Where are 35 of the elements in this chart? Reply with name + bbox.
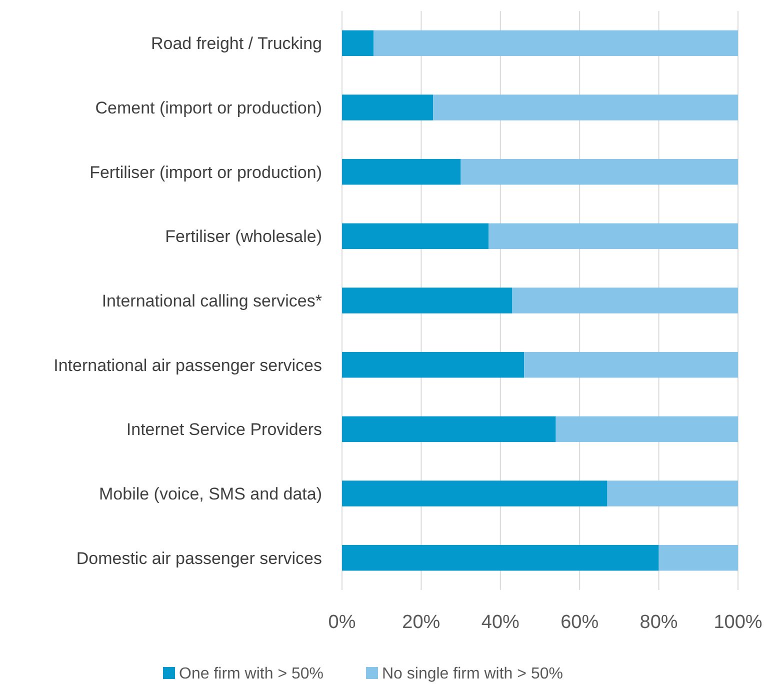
- legend-label: One firm with > 50%: [179, 666, 324, 683]
- y-tick-label: Internet Service Providers: [126, 420, 322, 440]
- bar: [342, 223, 489, 250]
- bar: [524, 352, 738, 378]
- bar: [342, 94, 434, 120]
- bar: [342, 416, 556, 442]
- x-tick-label: 80%: [640, 612, 678, 633]
- y-tick-label: International calling services*: [102, 291, 322, 310]
- bar: [607, 480, 738, 506]
- bar: [488, 223, 738, 250]
- bar: [342, 352, 524, 378]
- x-tick-label: 60%: [560, 612, 599, 633]
- bar: [556, 416, 738, 442]
- y-tick-label: Road freight / Trucking: [150, 34, 322, 54]
- bar: [342, 158, 461, 185]
- x-tick-label: 20%: [402, 612, 440, 633]
- bar: [342, 480, 608, 506]
- x-tick-label: 0%: [328, 612, 356, 633]
- bar: [374, 30, 738, 56]
- y-tick-label: Cement (import or production): [95, 98, 322, 118]
- y-tick-label: Fertiliser (import or production): [90, 162, 322, 182]
- y-tick-label: International air passenger services: [54, 356, 322, 375]
- y-tick-label: Mobile (voice, SMS and data): [99, 484, 322, 504]
- bar: [460, 158, 738, 185]
- bar: [342, 30, 374, 56]
- y-tick-label: Domestic air passenger services: [76, 548, 322, 568]
- bar: [342, 288, 512, 314]
- x-tick-label: 100%: [714, 612, 762, 633]
- bar: [512, 288, 738, 314]
- bar: [433, 94, 738, 120]
- x-tick-label: 40%: [481, 612, 520, 633]
- bar: [658, 544, 738, 571]
- y-tick-label: Fertiliser (wholesale): [165, 227, 322, 246]
- bar: [342, 544, 659, 571]
- legend-label: No single firm with > 50%: [382, 666, 563, 683]
